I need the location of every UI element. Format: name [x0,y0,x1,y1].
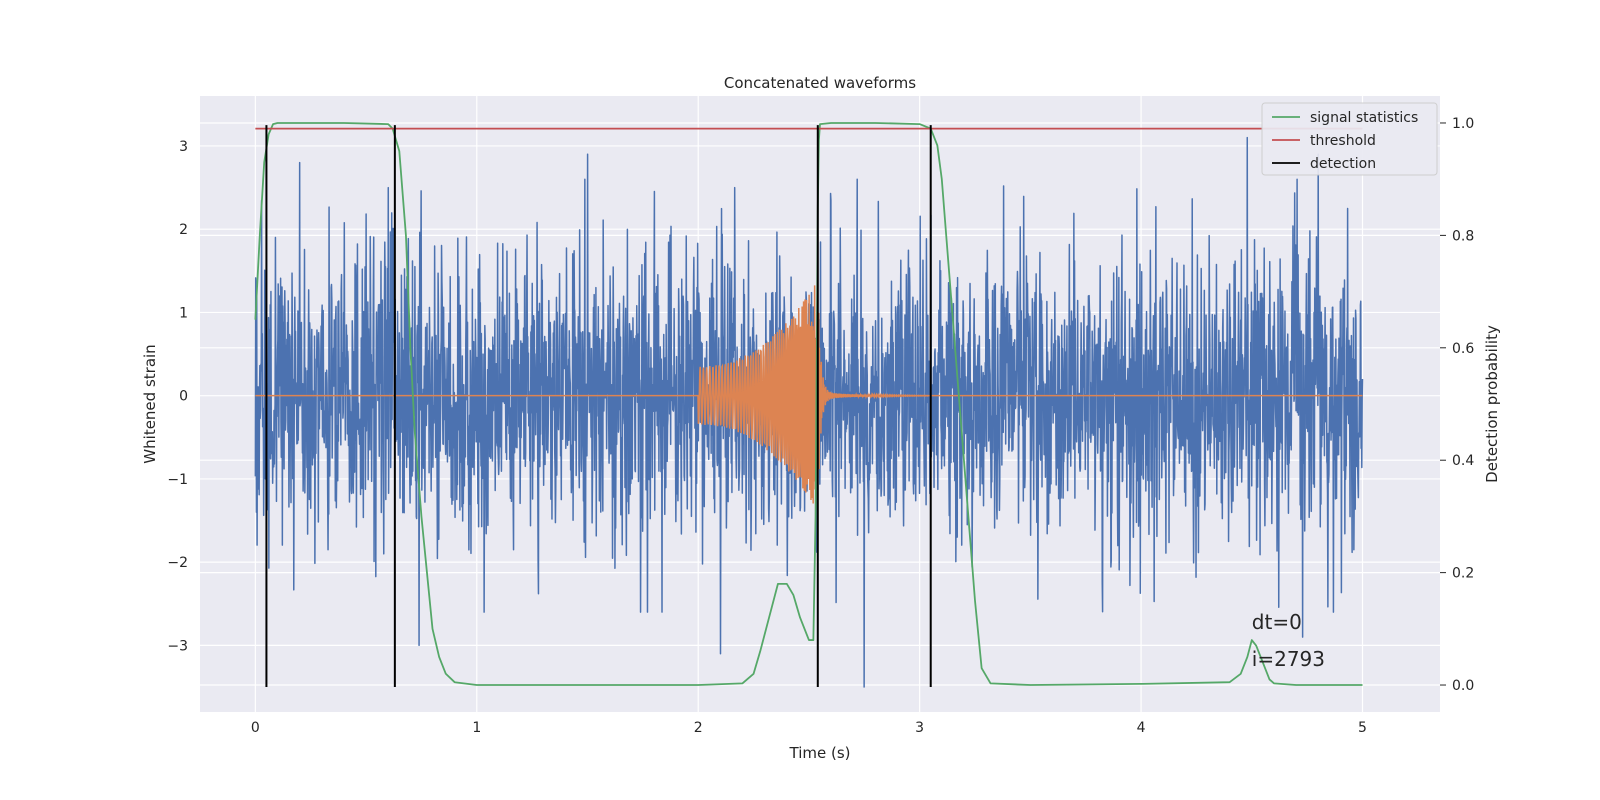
y2-axis-label: Detection probability [1483,325,1501,483]
y-tick-label: 3 [179,139,188,155]
legend-box [1261,102,1438,176]
plot-layer [254,122,1364,688]
y2-tick-label: 0.6 [1452,341,1474,357]
annotation-text: i=2793 [1252,647,1325,671]
x-tick-label: 4 [1137,720,1146,736]
x-axis-label: Time (s) [789,744,851,762]
x-tick-label: 3 [915,720,924,736]
y2-tick-label: 0.8 [1452,228,1474,244]
legend-label: threshold [1310,133,1376,149]
legend-label: detection [1310,156,1376,172]
x-tick-label: 0 [251,720,260,736]
y2-tick-label: 1.0 [1452,116,1474,132]
x-tick-label: 1 [472,720,481,736]
y2-tick-label: 0.4 [1452,453,1474,469]
template-series-line [255,285,1363,504]
y-tick-label: −3 [167,638,188,654]
y2-tick-label: 0.2 [1452,566,1474,582]
y-tick-label: 0 [179,389,188,405]
axes: 0 1 2 3 4 5 −3 −2 −1 0 1 2 3 0.0 0.2 0.4 0.6 0.8 1.0 [167,116,1474,736]
annotations: dt=0 i=2793 [1252,610,1325,671]
y2-tick-label: 0.0 [1452,678,1474,694]
y-tick-label: 1 [179,305,188,321]
signal-statistics-line [254,122,1363,686]
legend: signal statistics threshold detection [1261,102,1438,176]
y-tick-label: 2 [179,222,188,238]
y-tick-label: −2 [167,555,188,571]
y-axis-label: Whitened strain [141,344,159,463]
chart-title: Concatenated waveforms [724,74,916,92]
x-tick-label: 2 [694,720,703,736]
legend-label: signal statistics [1310,110,1418,126]
annotation-text: dt=0 [1252,610,1302,634]
x-tick-label: 5 [1358,720,1367,736]
y-tick-label: −1 [167,472,188,488]
